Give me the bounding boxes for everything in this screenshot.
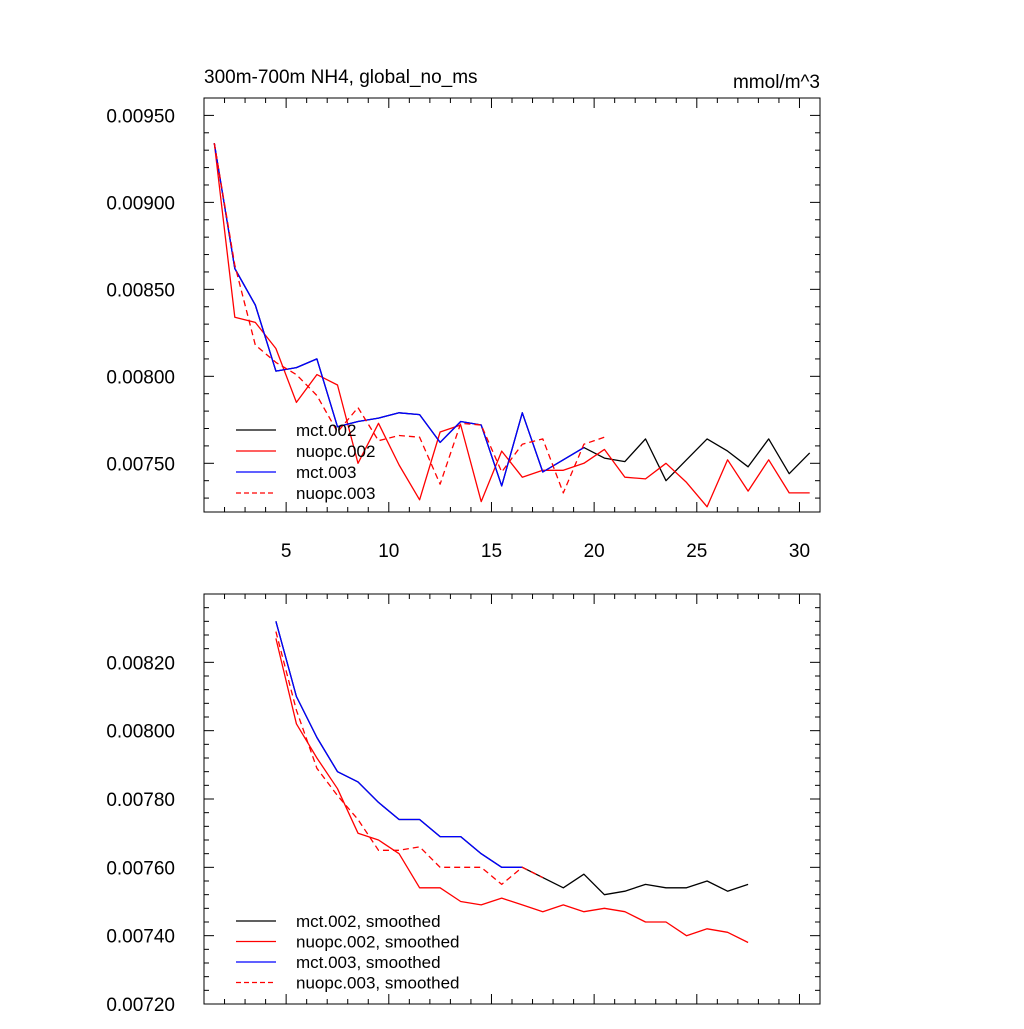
chart-units: mmol/m^3 (733, 72, 820, 93)
x-tick-label: 15 (481, 541, 502, 562)
y-tick-label: 0.00800 (106, 722, 175, 743)
y-tick-label: 0.00760 (106, 858, 175, 879)
chart-panel-1: 5 10 15 20 25 30 0.00750 0.00800 0.00850 0.00900 0… (106, 67, 821, 562)
series-line-2 (213, 143, 810, 508)
y-tick-label: 0.00820 (106, 653, 175, 674)
legend-label-4: nuopc.003, smoothed (296, 974, 460, 993)
series-line-4 (213, 143, 605, 494)
legend-label-1: mct.002, smoothed (296, 912, 441, 931)
series-line-4 (275, 631, 544, 886)
legend-label-2: nuopc.002 (296, 442, 375, 461)
x-tick-label: 20 (584, 541, 605, 562)
legend-label-3: mct.003 (296, 463, 356, 482)
x-tick-label: 5 (281, 541, 292, 562)
series-line-3 (275, 621, 523, 868)
legend-label-3: mct.003, smoothed (296, 953, 441, 972)
y-tick-label: 0.00780 (106, 790, 175, 811)
chart-title: 300m-700m NH4, global_no_ms (204, 67, 478, 88)
series-line-2 (275, 638, 749, 944)
x-tick-label: 10 (378, 541, 399, 562)
y-tick-label: 0.00800 (106, 367, 175, 388)
y-tick-label: 0.00850 (106, 280, 175, 301)
legend-label-2: nuopc.002, smoothed (296, 933, 460, 952)
series-line-1 (275, 621, 749, 896)
x-tick-label: 30 (789, 541, 810, 562)
y-tick-label: 0.00900 (106, 193, 175, 214)
series-line-3 (213, 143, 585, 487)
legend-label-1: mct.002 (296, 421, 356, 440)
chart-panel-2: 0.00720 0.00740 0.00760 0.00780 0.00800 0.008… (106, 593, 821, 1016)
x-tick-label: 25 (686, 541, 707, 562)
y-tick-label: 0.00720 (106, 995, 175, 1016)
y-tick-label: 0.00740 (106, 927, 175, 948)
legend-label-4: nuopc.003 (296, 484, 375, 503)
y-tick-label: 0.00950 (106, 106, 175, 127)
y-tick-label: 0.00750 (106, 454, 175, 475)
